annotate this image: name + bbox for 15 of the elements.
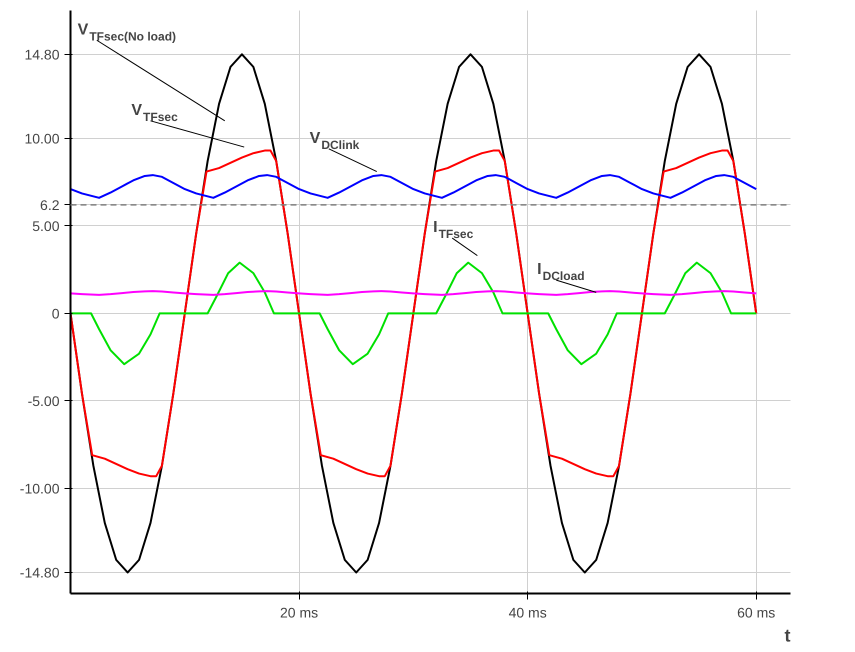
- x-axis-title: t: [784, 626, 791, 646]
- y-tick-label: 5.00: [32, 218, 60, 234]
- y-tick-label: -10.00: [20, 480, 60, 496]
- x-tick-label: 40 ms: [508, 604, 547, 620]
- line-series: [70, 262, 758, 366]
- y-tick-label: 14.80: [24, 46, 60, 62]
- y-tick-label: -5.00: [28, 392, 60, 409]
- y-tick-label: 10.00: [24, 130, 60, 146]
- y-tick-label: -14.80: [20, 564, 60, 580]
- y-tick-label: 0: [52, 305, 60, 322]
- line-series: [70, 174, 758, 199]
- line-series: [70, 150, 758, 478]
- x-tick-label: 20 ms: [280, 604, 318, 620]
- y-tick-label: 6.2: [40, 196, 60, 213]
- x-tick-label: 60 ms: [737, 604, 776, 620]
